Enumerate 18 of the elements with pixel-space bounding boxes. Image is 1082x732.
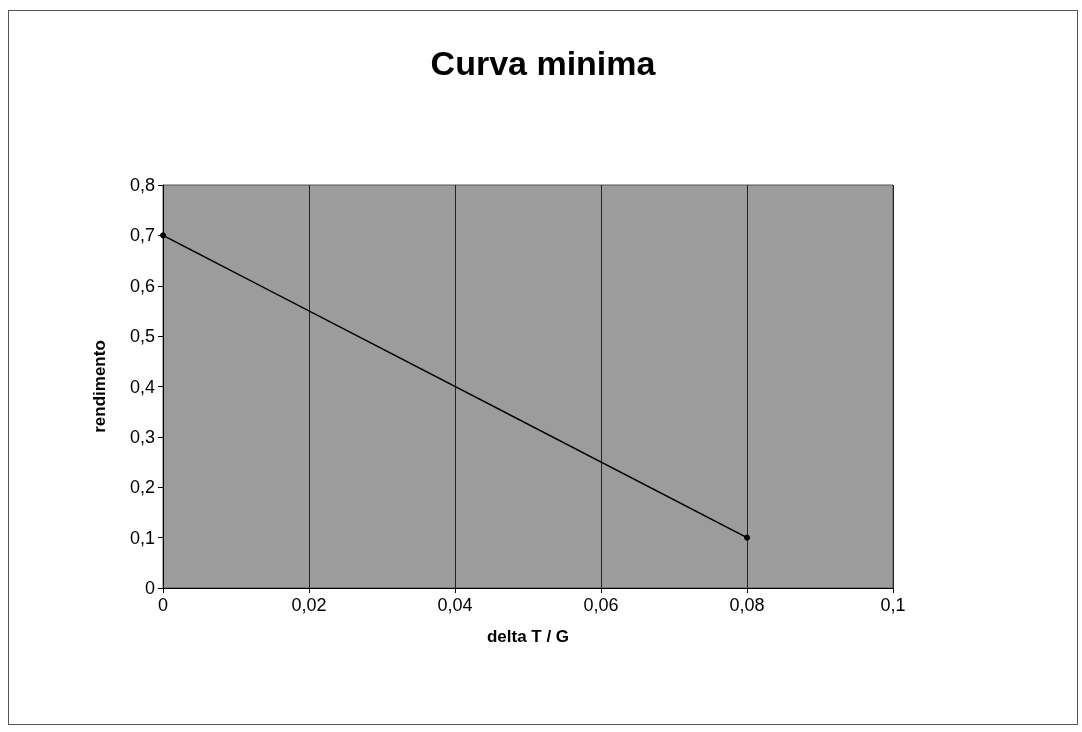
y-tick-label: 0,1 — [129, 527, 155, 548]
y-tick-label: 0,2 — [129, 477, 155, 498]
x-tick-label: 0 — [157, 595, 169, 615]
x-tick-label: 0,1 — [880, 595, 906, 615]
y-tick-label: 0,6 — [129, 275, 155, 296]
y-tick-label: 0,3 — [129, 426, 155, 447]
y-tick-label: 0,4 — [129, 376, 155, 397]
x-tick-label: 0,02 — [291, 595, 327, 615]
x-axis-title: delta T / G — [486, 627, 570, 646]
y-tick-label: 0,5 — [129, 326, 155, 347]
x-tick-label: 0,06 — [583, 595, 619, 615]
y-tick-label: 0,8 — [129, 175, 155, 195]
y-axis-title: rendimento — [90, 340, 109, 433]
y-tick-label: 0 — [144, 578, 155, 598]
chart-title: Curva minima — [430, 44, 657, 82]
x-tick-label: 0,08 — [729, 595, 765, 615]
y-tick-label: 0,7 — [129, 225, 155, 246]
x-tick-label: 0,04 — [437, 595, 473, 615]
